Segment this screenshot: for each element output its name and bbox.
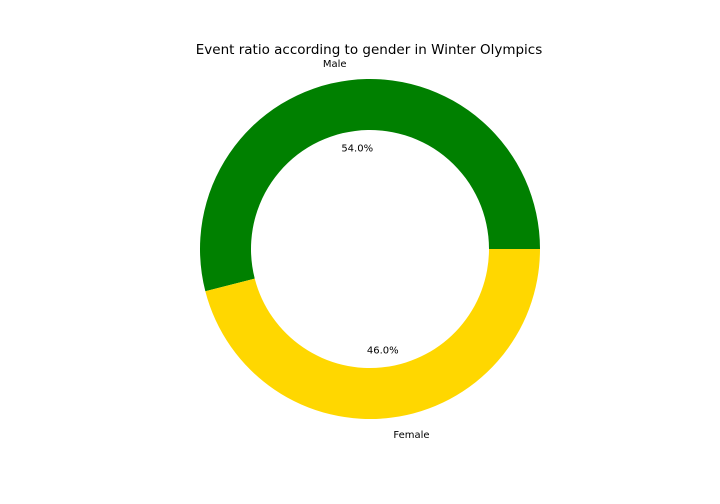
chart-title: Event ratio according to gender in Winte… xyxy=(196,42,543,58)
slice-labels: Male 54.0% Female 46.0% xyxy=(323,59,430,441)
percent-label-female: 46.0% xyxy=(367,346,399,357)
donut-slices xyxy=(200,79,540,420)
donut-slice-female xyxy=(205,249,540,420)
slice-label-male: Male xyxy=(323,59,347,70)
percent-label-male: 54.0% xyxy=(341,143,373,154)
slice-label-female: Female xyxy=(393,430,429,441)
donut-slice-male xyxy=(200,79,540,292)
